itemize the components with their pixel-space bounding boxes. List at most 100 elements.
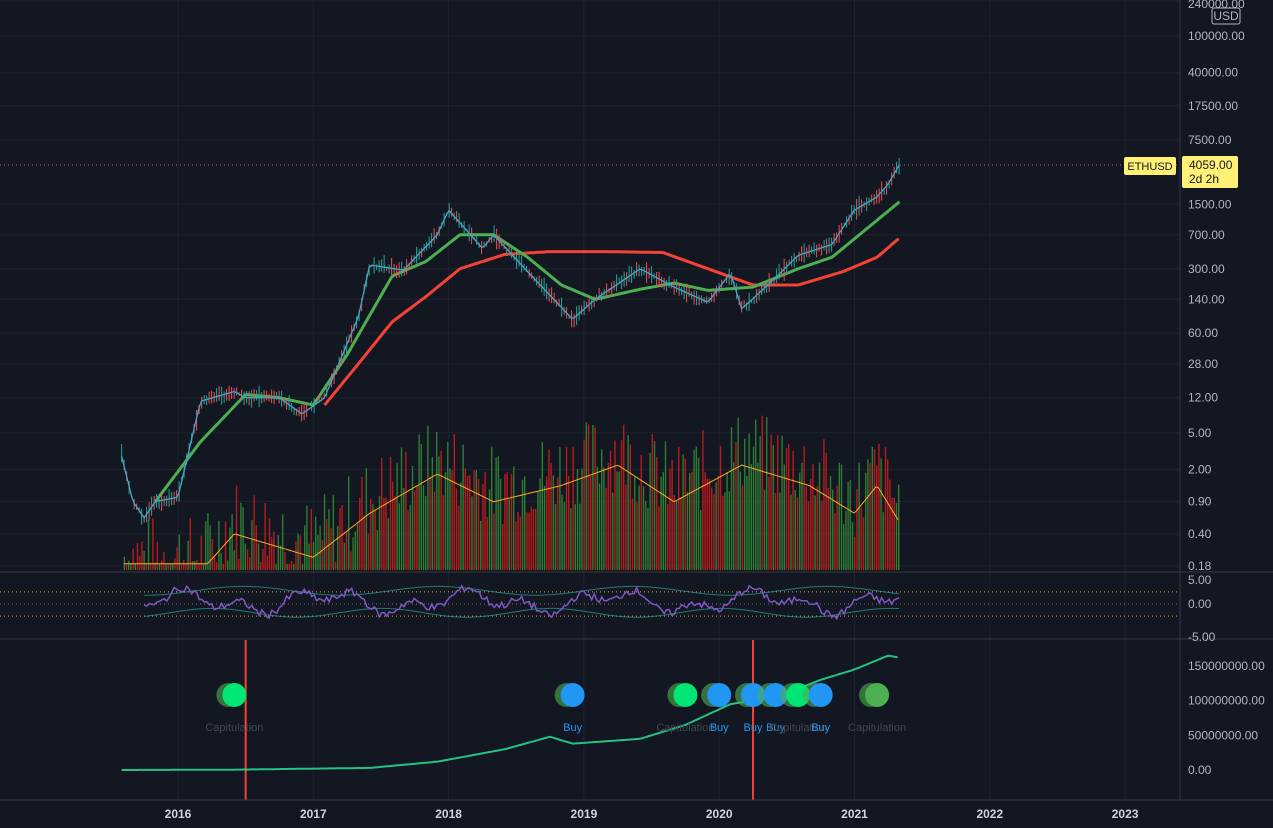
signal-dot[interactable]	[763, 683, 788, 707]
signal-dot[interactable]	[865, 683, 890, 707]
volume-bar	[772, 445, 775, 570]
signal-dot[interactable]	[808, 683, 833, 707]
oscillator-axis[interactable]: 5.00 0.00 -5.00	[1188, 573, 1216, 644]
volume-bar	[854, 536, 856, 570]
volume-bar	[438, 456, 440, 570]
volume-bar	[737, 417, 739, 570]
signal-dot[interactable]	[707, 683, 732, 707]
volume-bar	[308, 543, 310, 570]
volume-bar	[213, 555, 216, 570]
volume-bar	[161, 560, 163, 570]
volume-bar	[477, 479, 480, 570]
volume-bar	[370, 498, 372, 570]
volume-bar	[640, 455, 643, 570]
volume-bar	[255, 524, 258, 570]
volume-bar	[229, 527, 231, 570]
volume-bar	[504, 474, 506, 570]
price-tick-label: 60.00	[1188, 326, 1218, 340]
volume-bar	[807, 501, 810, 570]
volume-bar	[191, 561, 194, 570]
price-axis[interactable]: 240000.00 100000.00 40000.00 17500.00 7500.0…	[1188, 0, 1245, 573]
volume-bar	[266, 555, 269, 570]
volume-bar	[471, 496, 473, 570]
volume-bar	[895, 502, 898, 570]
volume-bar	[273, 531, 275, 570]
volume-bar	[893, 497, 896, 570]
volume-bar	[246, 549, 249, 570]
signal-dot[interactable]	[786, 683, 811, 707]
volume-bar	[185, 563, 187, 570]
signal-dot[interactable]	[560, 683, 585, 707]
time-tick-label: 2019	[571, 807, 598, 821]
volume-bar	[812, 464, 814, 570]
volume-bar	[656, 457, 658, 570]
volume-bar	[524, 476, 526, 570]
last-price-box	[1182, 156, 1238, 188]
volume-bar	[559, 447, 561, 570]
currency-badge[interactable]	[1211, 7, 1241, 25]
volume-bar	[293, 563, 295, 570]
volume-bar	[717, 475, 720, 570]
time-axis[interactable]: 2016 2017 2018 2019 2020 2021 2022 2023	[165, 807, 1139, 821]
volume-bar	[209, 525, 211, 570]
volume-bar	[493, 513, 495, 570]
volume-bar	[583, 439, 585, 570]
volume-bar	[156, 541, 159, 570]
volume-bar	[286, 563, 288, 570]
volume-bar	[543, 485, 546, 570]
volume-bar	[684, 458, 687, 570]
volume-bar	[453, 434, 456, 570]
volume-bar	[306, 505, 308, 570]
time-tick-label: 2017	[300, 807, 327, 821]
volume-bar	[759, 436, 761, 570]
volume-bar	[849, 479, 852, 570]
volume-bar	[616, 471, 618, 570]
signal-dot[interactable]	[673, 683, 698, 707]
volume-bar	[799, 472, 801, 570]
volume-bar	[394, 496, 396, 570]
volume-bar	[515, 521, 517, 570]
volume-bar	[623, 424, 625, 570]
ma-red-line	[323, 237, 900, 406]
lower-axis[interactable]: 150000000.00 100000000.00 50000000.00 0.00	[1188, 659, 1265, 777]
signal-dot[interactable]	[222, 683, 247, 707]
volume-bar	[464, 468, 467, 570]
volume-bar	[262, 548, 264, 570]
volume-bar	[744, 438, 746, 570]
volume-bar	[207, 513, 209, 570]
price-tick-label: 300.00	[1188, 262, 1225, 276]
volume-bar	[634, 477, 636, 570]
volume-bar	[372, 504, 374, 570]
price-tick-label: 17500.00	[1188, 99, 1238, 113]
volume-bar	[128, 560, 130, 570]
volume-bar	[790, 494, 792, 570]
price-tick-label: 140.00	[1188, 292, 1225, 306]
volume-bar	[365, 468, 368, 570]
volume-bar	[680, 498, 682, 570]
volume-bar	[724, 492, 726, 570]
volume-bar	[130, 563, 132, 570]
lower-series-line	[121, 654, 898, 771]
volume-bar	[594, 427, 596, 570]
volume-bar	[642, 486, 645, 570]
volume-bar	[537, 491, 539, 570]
volume-bar	[172, 563, 174, 570]
volume-bar	[713, 494, 715, 570]
volume-bar	[805, 485, 808, 570]
volume-bar	[827, 487, 830, 570]
volume-bar	[766, 417, 768, 570]
volume-bar	[334, 562, 337, 570]
signal-dot[interactable]	[741, 683, 766, 707]
volume-bar	[167, 563, 170, 570]
signal-label: Capitulation	[205, 722, 263, 734]
volume-bar	[689, 473, 691, 570]
volume-bar	[231, 514, 233, 570]
volume-bar	[260, 561, 262, 570]
volume-bar	[601, 449, 603, 570]
volume-bar	[823, 439, 825, 570]
volume-bar	[317, 534, 319, 570]
oscillator-panel	[0, 584, 1180, 621]
volume-bar	[669, 468, 671, 570]
volume-bar	[858, 462, 860, 570]
